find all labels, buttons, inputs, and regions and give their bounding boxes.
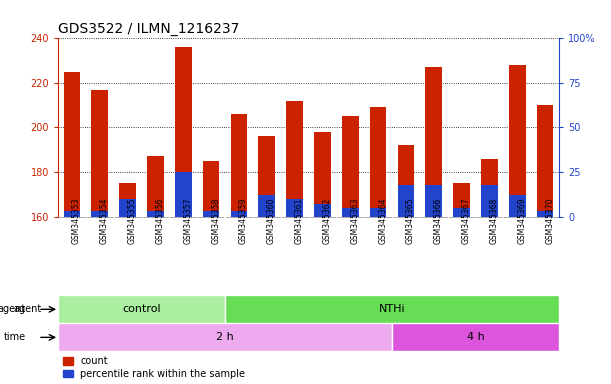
Bar (147, 211, 164, 217)
Text: GSM345368: GSM345368 (489, 197, 499, 244)
FancyBboxPatch shape (58, 323, 392, 351)
Text: NTHi: NTHi (379, 304, 405, 314)
Bar (147, 156, 164, 217)
Bar (287, 101, 303, 217)
Bar (453, 183, 470, 217)
Legend: count, percentile rank within the sample: count, percentile rank within the sample (63, 356, 246, 379)
Text: control: control (122, 304, 161, 314)
Bar (175, 47, 192, 217)
Text: GSM345366: GSM345366 (434, 197, 443, 244)
Text: GSM345367: GSM345367 (462, 197, 470, 244)
Bar (230, 114, 247, 217)
FancyBboxPatch shape (58, 295, 225, 323)
Bar (481, 159, 498, 217)
Text: GSM345370: GSM345370 (545, 197, 554, 244)
Bar (203, 211, 219, 217)
Text: GSM345360: GSM345360 (267, 197, 276, 244)
Bar (509, 195, 525, 217)
Bar (425, 67, 442, 217)
Text: time: time (3, 332, 26, 343)
Text: 4 h: 4 h (467, 332, 485, 343)
Bar (453, 208, 470, 217)
Text: GSM345357: GSM345357 (183, 197, 192, 244)
Bar (119, 199, 136, 217)
Text: GSM345353: GSM345353 (72, 197, 81, 244)
Bar (64, 72, 80, 217)
Text: GSM345364: GSM345364 (378, 197, 387, 244)
Bar (509, 65, 525, 217)
Text: GSM345358: GSM345358 (211, 197, 220, 244)
Text: GSM345356: GSM345356 (155, 197, 164, 244)
Bar (230, 211, 247, 217)
Bar (342, 208, 359, 217)
Text: GSM345365: GSM345365 (406, 197, 415, 244)
Text: agent: agent (0, 304, 26, 314)
Text: GSM345359: GSM345359 (239, 197, 248, 244)
FancyBboxPatch shape (392, 323, 559, 351)
Bar (92, 211, 108, 217)
Text: GSM345355: GSM345355 (128, 197, 137, 244)
Bar (537, 211, 554, 217)
Bar (370, 108, 387, 217)
Bar (398, 145, 414, 217)
Bar (314, 132, 331, 217)
Text: GSM345354: GSM345354 (100, 197, 109, 244)
Bar (258, 195, 275, 217)
Bar (258, 136, 275, 217)
Bar (537, 105, 554, 217)
Text: agent: agent (13, 304, 42, 314)
Text: GDS3522 / ILMN_1216237: GDS3522 / ILMN_1216237 (58, 22, 240, 36)
Text: 2 h: 2 h (216, 332, 234, 343)
Bar (119, 183, 136, 217)
Text: GSM345369: GSM345369 (518, 197, 526, 244)
Text: GSM345361: GSM345361 (295, 197, 304, 244)
Bar (425, 184, 442, 217)
Bar (64, 211, 80, 217)
Bar (370, 208, 387, 217)
Bar (314, 204, 331, 217)
Bar (342, 116, 359, 217)
Bar (398, 184, 414, 217)
Text: GSM345363: GSM345363 (350, 197, 359, 244)
Text: GSM345362: GSM345362 (323, 197, 332, 244)
Bar (481, 184, 498, 217)
Bar (203, 161, 219, 217)
Bar (175, 172, 192, 217)
Bar (92, 89, 108, 217)
Bar (287, 199, 303, 217)
FancyBboxPatch shape (225, 295, 559, 323)
